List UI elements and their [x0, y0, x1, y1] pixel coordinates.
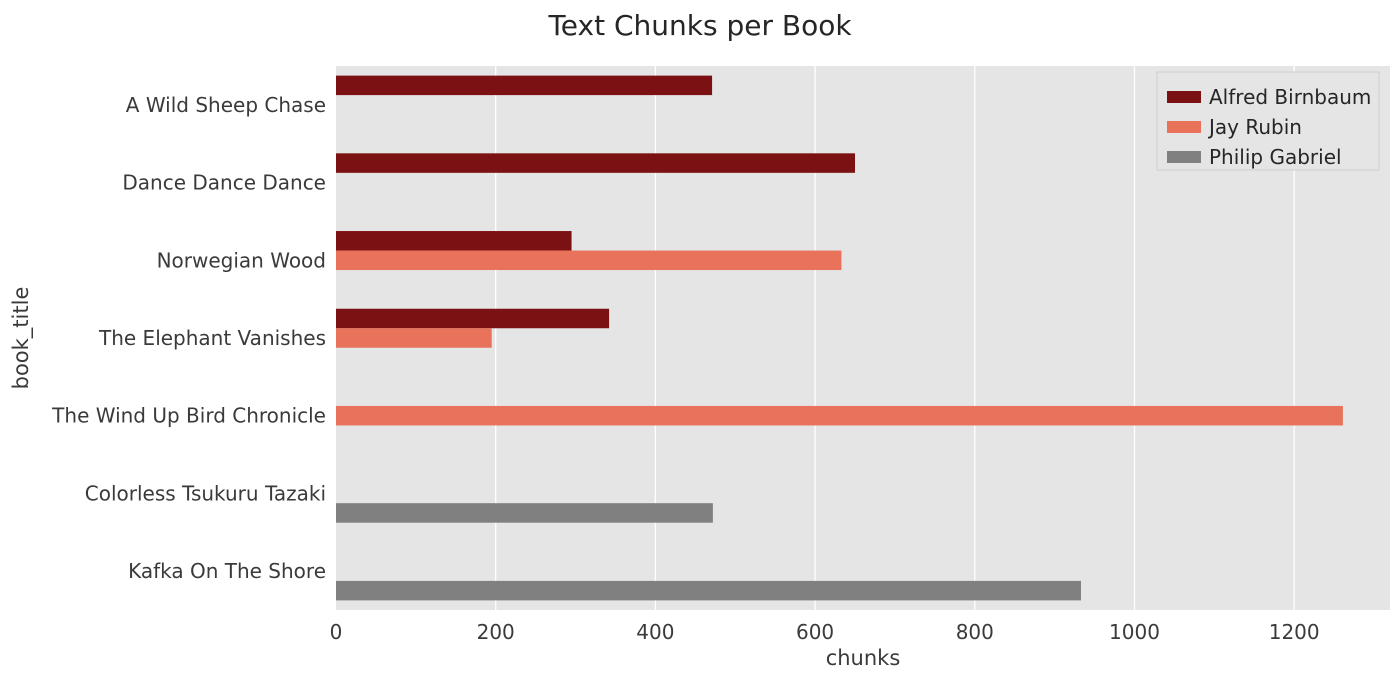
x-tick-label: 800 — [956, 620, 994, 644]
bar — [336, 580, 1081, 601]
y-tick-label: Kafka On The Shore — [128, 559, 326, 583]
y-tick-label: The Elephant Vanishes — [98, 326, 326, 350]
bars — [336, 75, 1343, 601]
bar — [336, 75, 713, 96]
bar — [336, 405, 1343, 426]
bar — [336, 328, 492, 348]
legend-label: Alfred Birnbaum — [1209, 85, 1371, 109]
legend-swatch — [1167, 121, 1201, 133]
y-tick-label: The Wind Up Bird Chronicle — [51, 404, 326, 428]
x-tick-labels: 0 200 400 600 800 1000 1200 — [330, 620, 1320, 644]
legend-label: Philip Gabriel — [1209, 145, 1342, 169]
y-tick-labels: A Wild Sheep Chase Dance Dance Dance Norwe… — [51, 93, 326, 583]
bar — [336, 153, 856, 173]
x-tick-label: 200 — [477, 620, 515, 644]
bar — [336, 308, 610, 329]
legend: Alfred Birnbaum Jay Rubin Philip Gabriel — [1156, 71, 1380, 171]
series-alfred-birnbaum — [336, 75, 856, 329]
chart-title: Text Chunks per Book — [547, 9, 852, 42]
y-tick-label: A Wild Sheep Chase — [126, 93, 326, 117]
series-jay-rubin — [336, 250, 1343, 426]
x-tick-label: 600 — [796, 620, 834, 644]
y-tick-label: Colorless Tsukuru Tazaki — [85, 481, 326, 505]
y-axis-label: book_title — [9, 287, 34, 390]
legend-swatch — [1167, 151, 1201, 163]
y-tick-label: Norwegian Wood — [157, 248, 326, 272]
bar — [336, 250, 842, 271]
bar — [336, 231, 572, 251]
x-axis-label: chunks — [826, 646, 901, 670]
x-tick-label: 1000 — [1109, 620, 1160, 644]
series-philip-gabriel — [336, 503, 1081, 601]
x-tick-label: 0 — [330, 620, 343, 644]
legend-swatch — [1167, 91, 1201, 103]
x-tick-label: 1200 — [1269, 620, 1320, 644]
legend-label: Jay Rubin — [1207, 115, 1302, 139]
bar — [336, 503, 713, 523]
y-tick-label: Dance Dance Dance — [122, 171, 326, 195]
x-tick-label: 400 — [636, 620, 674, 644]
